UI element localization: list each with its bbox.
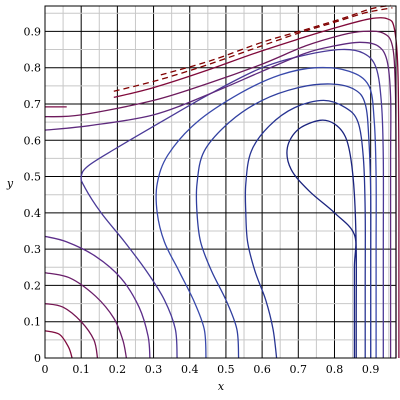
contour-line-c13 — [113, 17, 400, 358]
contour-line-c12 — [44, 330, 73, 359]
contour-line-c2 — [244, 99, 366, 359]
x-tick-label: 0.7 — [290, 363, 308, 376]
y-tick-labels: 0 0.1 0.2 0.3 0.4 0.5 0.6 0.7 0.8 0.9 — [24, 25, 42, 365]
y-tick-label: 0.7 — [24, 98, 42, 111]
x-tick-label: 0 — [42, 363, 49, 376]
x-tick-label: 0.2 — [109, 363, 127, 376]
y-tick-label: 0.6 — [24, 134, 42, 147]
x-tick-label: 0.4 — [181, 363, 199, 376]
x-tick-label: 0.5 — [217, 363, 235, 376]
contour-line-c1 — [286, 119, 357, 358]
contour-line-c7 — [44, 41, 392, 358]
contour-line-c10 — [44, 302, 99, 359]
y-tick-label: 0 — [34, 352, 41, 365]
y-tick-label: 0.3 — [24, 243, 42, 256]
y-tick-label: 0.8 — [24, 62, 42, 75]
y-tick-label: 0.5 — [24, 171, 42, 184]
contour-line-c6 — [44, 235, 151, 359]
contour-line-dashed-d2 — [160, 4, 391, 76]
contour-line-c8 — [44, 272, 128, 359]
x-tick-label: 0.3 — [145, 363, 163, 376]
x-axis-label: x — [218, 380, 225, 393]
x-tick-label: 0.9 — [362, 363, 380, 376]
x-tick-labels: 0 0.1 0.2 0.3 0.4 0.5 0.6 0.7 0.8 0.9 — [42, 363, 380, 376]
y-axis-label: y — [6, 177, 14, 190]
contour-line-dashed-d1 — [113, 7, 393, 92]
x-tick-label: 0.8 — [326, 363, 344, 376]
contour-line-c3 — [195, 83, 372, 359]
x-tick-label: 0.1 — [72, 363, 90, 376]
plot-frame — [44, 5, 397, 359]
y-tick-label: 0.4 — [24, 207, 42, 220]
y-tick-label: 0.2 — [24, 279, 42, 292]
x-tick-label: 0.6 — [253, 363, 271, 376]
contour-line-c4 — [155, 66, 377, 359]
y-tick-label: 0.1 — [24, 316, 42, 329]
contour-line-c5 — [80, 48, 385, 359]
y-tick-label: 0.9 — [24, 25, 42, 38]
